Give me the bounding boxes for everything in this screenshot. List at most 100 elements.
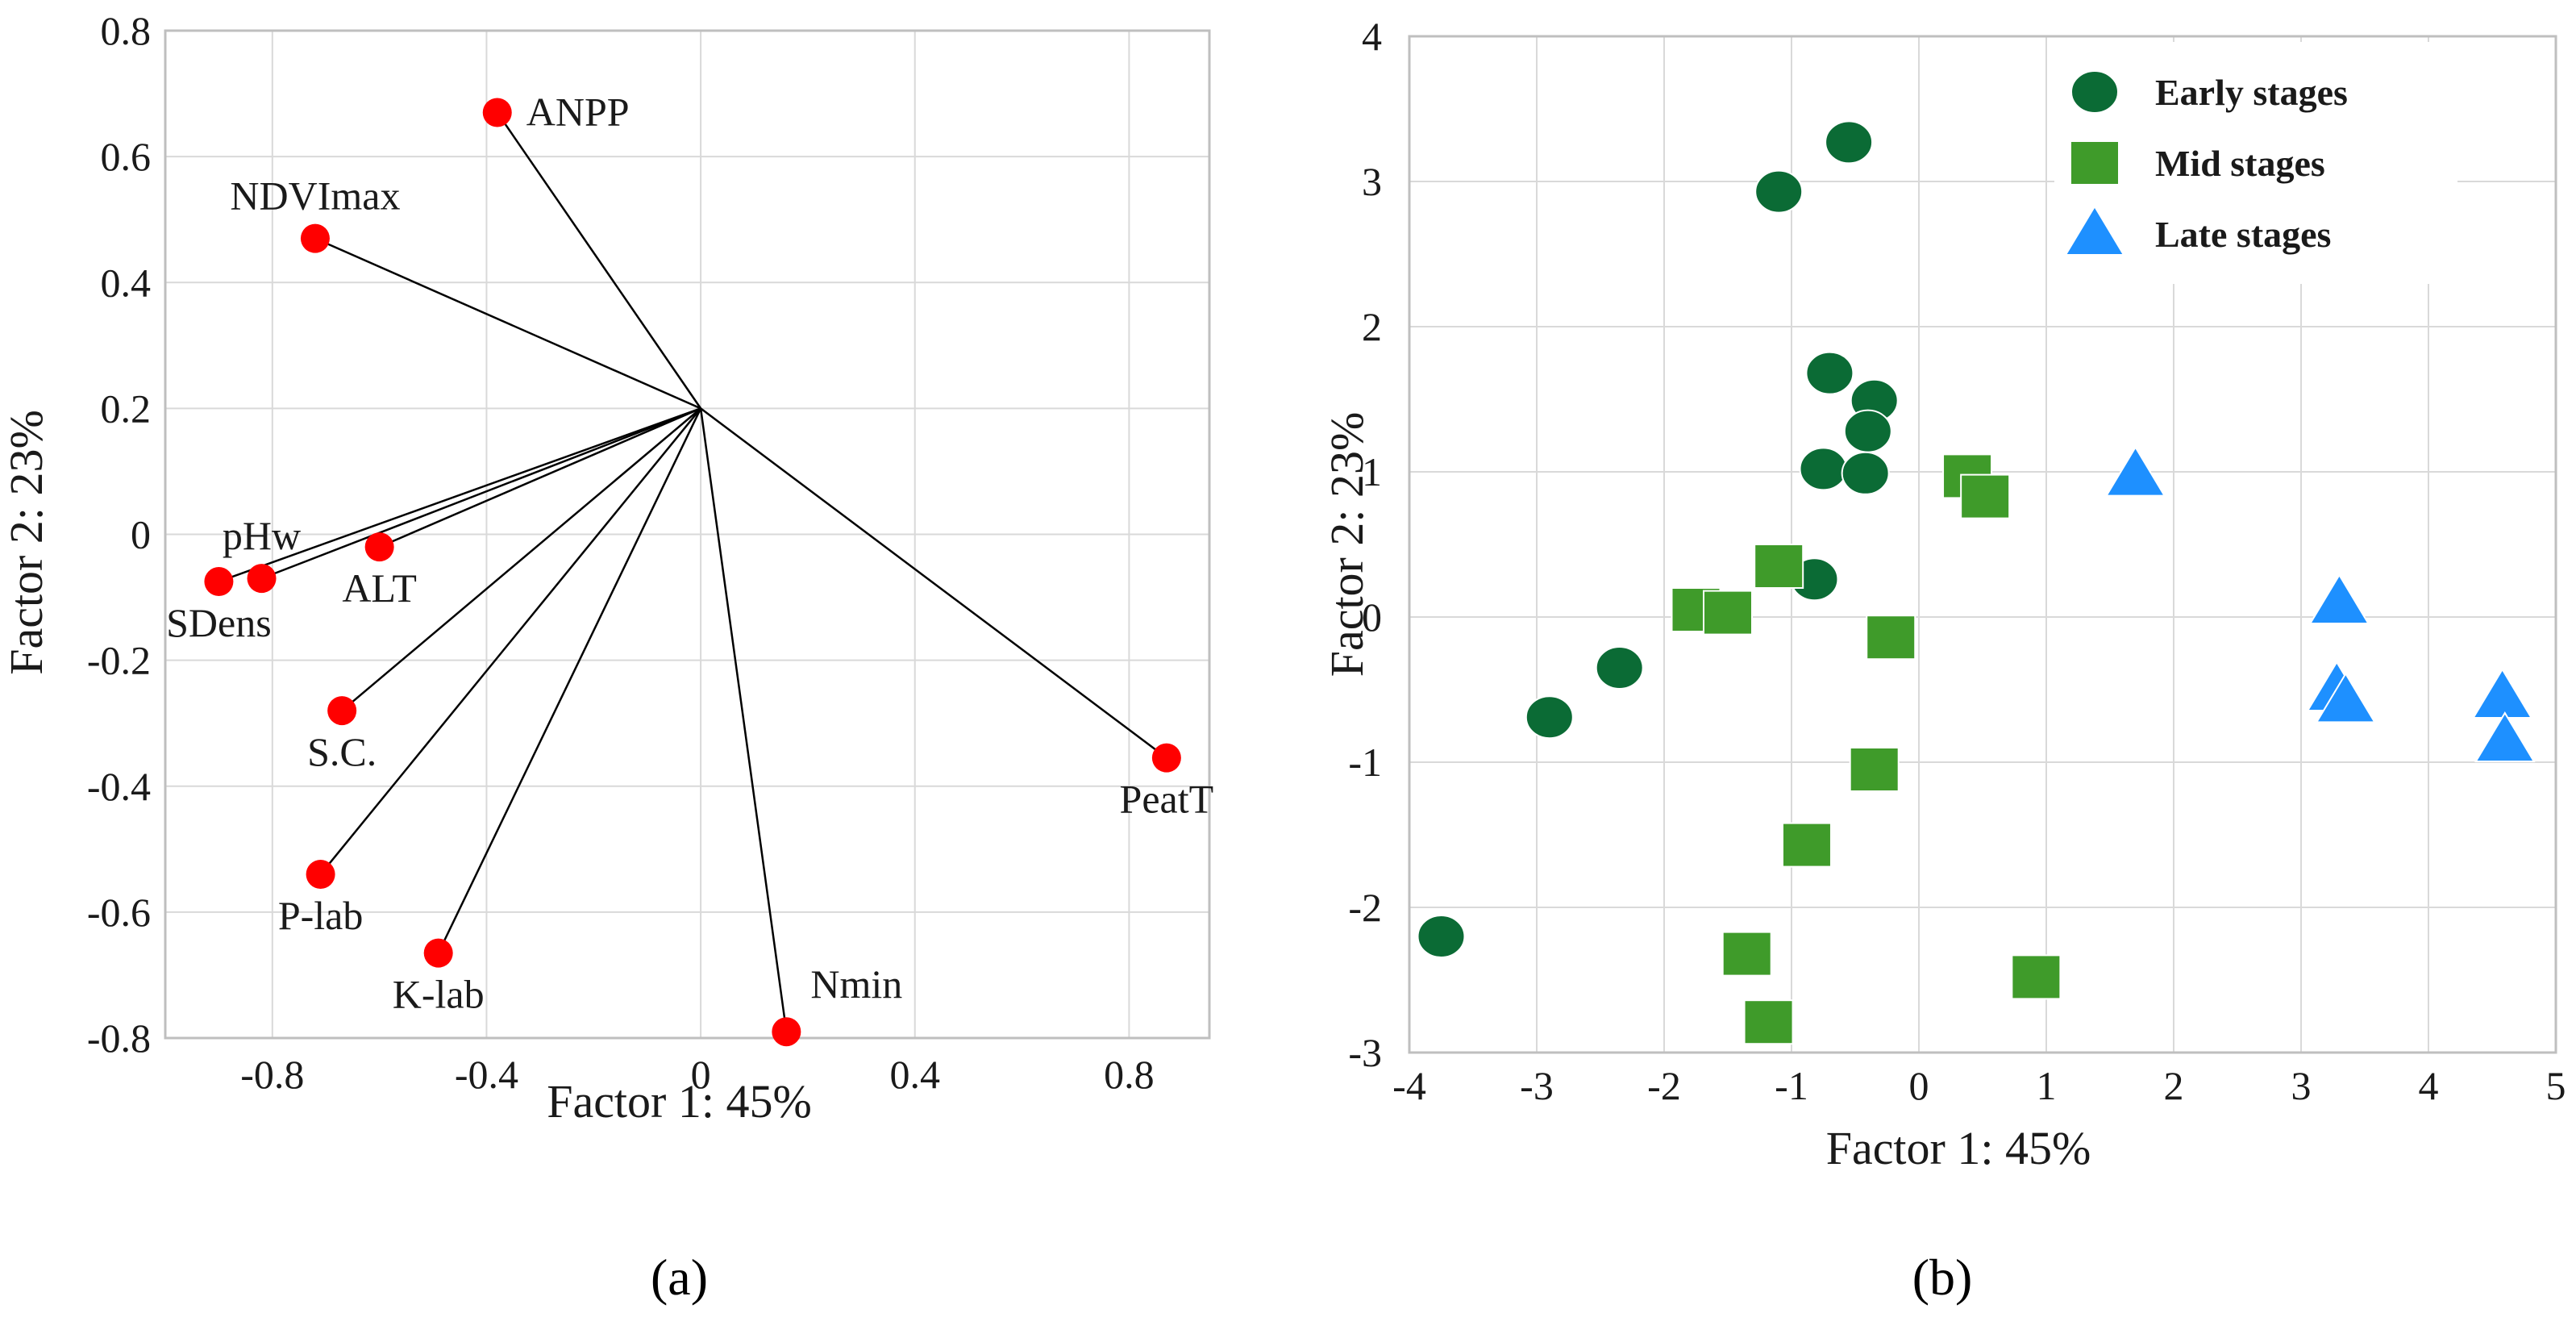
vector-s-c bbox=[341, 407, 701, 712]
panel-a-vectors bbox=[218, 111, 1167, 1032]
panel-b-y-tick-label: 0 bbox=[1362, 594, 1382, 640]
panel-b-x-tick-label: 2 bbox=[2164, 1063, 2184, 1108]
triangle-marker bbox=[2104, 445, 2166, 497]
square-marker bbox=[1703, 590, 1753, 636]
point-nmin bbox=[772, 1017, 801, 1047]
vector-p-lab bbox=[319, 407, 702, 875]
square-marker bbox=[1754, 544, 1804, 589]
panel-a-label-text: (a) bbox=[651, 1249, 708, 1306]
point-alt bbox=[364, 532, 394, 562]
vector-anpp bbox=[496, 111, 702, 410]
panel-a-y-tick-label: 0.6 bbox=[101, 134, 152, 179]
point-p-lab bbox=[306, 860, 335, 890]
panel-a-x-axis-title: Factor 1: 45% bbox=[547, 1075, 812, 1128]
panel-a-y-tick-label: 0.4 bbox=[101, 260, 152, 305]
series-late-stages bbox=[2104, 445, 2536, 762]
square-marker bbox=[2011, 954, 2062, 1000]
panel-a-y-tick-label: -0.6 bbox=[87, 890, 151, 935]
point-ndvimax bbox=[300, 223, 330, 253]
square-marker bbox=[1849, 747, 1900, 792]
panel-b-label-text: (b) bbox=[1912, 1249, 1973, 1306]
panel-b-x-ticks: -4 -3 -2 -1 0 1 2 3 4 5 bbox=[1392, 1063, 2566, 1108]
label-phw: pHw bbox=[223, 513, 301, 558]
legend-late-stages-swatch bbox=[2064, 205, 2125, 256]
square-marker bbox=[1721, 931, 1772, 977]
label-ndvimax: NDVImax bbox=[230, 173, 400, 219]
legend-early-stages-swatch bbox=[2070, 70, 2119, 114]
circle-marker bbox=[1805, 351, 1854, 395]
vector-phw bbox=[261, 407, 701, 580]
circle-marker bbox=[1525, 695, 1574, 740]
panel-a-y-tick-label: 0.8 bbox=[101, 8, 152, 53]
label-s-c: S.C. bbox=[307, 729, 377, 774]
panel-b-y-tick-label: -1 bbox=[1348, 740, 1382, 785]
panel-a-point-labels: ANPP NDVImax pHw SDens ALT S.C. P-lab K-lab Nmin… bbox=[166, 89, 1213, 1016]
panel-b-x-tick-label: 4 bbox=[2419, 1063, 2439, 1108]
panel-a-x-tick-label: 0 bbox=[691, 1052, 711, 1097]
panel-a-x-ticks: -0.8 -0.4 0 0.4 0.8 bbox=[240, 1052, 1154, 1097]
legend-late-stages-label: Late stages bbox=[2155, 214, 2331, 255]
square-marker bbox=[1960, 473, 2011, 519]
panel-a-points bbox=[204, 98, 1181, 1047]
panel-a-y-tick-label: 0 bbox=[131, 512, 151, 557]
triangle-marker bbox=[2474, 711, 2536, 762]
panel-b-x-tick-label: 3 bbox=[2291, 1063, 2312, 1108]
panel-a-x-tick-label: -0.8 bbox=[240, 1052, 304, 1097]
panel-b-y-tick-label: 1 bbox=[1362, 449, 1382, 494]
panel-a-y-axis-title: Factor 2: 23% bbox=[0, 410, 52, 675]
vector-sdens bbox=[218, 407, 701, 583]
panel-b-x-tick-label: -4 bbox=[1392, 1063, 1426, 1108]
vector-peatt bbox=[700, 407, 1167, 759]
panel-b-x-tick-label: -2 bbox=[1647, 1063, 1681, 1108]
panel-b-y-tick-label: 2 bbox=[1362, 304, 1382, 349]
square-marker bbox=[1866, 615, 1916, 661]
label-k-lab: K-lab bbox=[393, 972, 485, 1017]
panel-a-x-tick-label: -0.4 bbox=[455, 1052, 518, 1097]
circle-marker bbox=[1843, 409, 1892, 453]
panel-a-label: (a) bbox=[651, 1249, 708, 1306]
legend-mid-stages-label: Mid stages bbox=[2155, 143, 2325, 184]
panel-b-y-ticks: 4 3 2 1 0 -1 -2 -3 bbox=[1348, 14, 1382, 1075]
panel-a-y-tick-label: -0.8 bbox=[87, 1015, 151, 1061]
vector-ndvimax bbox=[314, 237, 701, 410]
panel-b-x-axis-title: Factor 1: 45% bbox=[1826, 1122, 2091, 1174]
panel-b-x-tick-label: 5 bbox=[2546, 1063, 2566, 1108]
square-marker bbox=[1743, 999, 1794, 1045]
label-peatt: PeatT bbox=[1120, 777, 1214, 822]
panel-b-y-tick-label: -2 bbox=[1348, 885, 1382, 930]
label-anpp: ANPP bbox=[526, 89, 630, 134]
circle-marker bbox=[1754, 169, 1804, 214]
panel-a-y-tick-label: 0.2 bbox=[101, 386, 152, 431]
point-phw bbox=[247, 564, 277, 594]
panel-a-y-tick-label: -0.2 bbox=[87, 638, 151, 683]
legend-mid-stages-swatch bbox=[2070, 140, 2120, 186]
circle-marker bbox=[1595, 646, 1644, 690]
point-peatt bbox=[1151, 743, 1181, 773]
label-alt: ALT bbox=[342, 565, 417, 611]
panel-b-x-tick-label: -1 bbox=[1775, 1063, 1808, 1108]
panel-b-frame bbox=[1408, 35, 2557, 1054]
panel-b-x-tick-label: 1 bbox=[2037, 1063, 2057, 1108]
circle-marker bbox=[1417, 915, 1466, 958]
label-nmin: Nmin bbox=[810, 961, 902, 1007]
panel-b-markers bbox=[1417, 120, 2536, 1045]
vector-alt bbox=[379, 407, 701, 548]
panel-b-y-axis-title: Factor 2: 23% bbox=[1321, 412, 1373, 678]
point-anpp bbox=[482, 98, 512, 127]
triangle-marker bbox=[2315, 672, 2377, 723]
panel-b-x-tick-label: 0 bbox=[1909, 1063, 1929, 1108]
point-sdens bbox=[204, 567, 234, 597]
point-s-c bbox=[327, 696, 357, 726]
vector-nmin bbox=[699, 408, 788, 1032]
panel-b-legend: Early stages Mid stages Late stages bbox=[2054, 42, 2457, 284]
panel-b-y-tick-label: 4 bbox=[1362, 14, 1382, 59]
series-mid-stages bbox=[1671, 453, 2062, 1045]
panel-a-frame bbox=[164, 29, 1211, 1040]
point-k-lab bbox=[423, 938, 453, 968]
circle-marker bbox=[1825, 120, 1874, 165]
vector-k-lab bbox=[437, 407, 702, 954]
legend-early-stages-label: Early stages bbox=[2155, 72, 2348, 113]
